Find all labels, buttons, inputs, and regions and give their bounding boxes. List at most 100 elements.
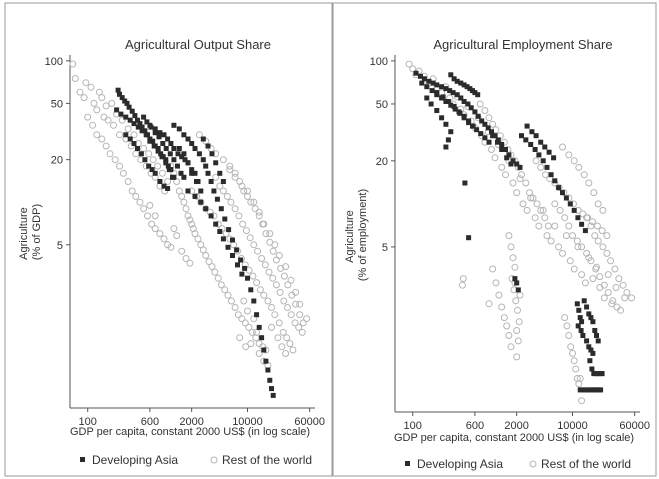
left-point-rest-of-world bbox=[130, 131, 138, 139]
right-point-developing-asia bbox=[579, 221, 585, 227]
left-point-rest-of-world bbox=[197, 198, 205, 206]
right-point-developing-asia bbox=[533, 133, 539, 139]
right-chart-title: Agricultural Employment Share bbox=[433, 37, 612, 52]
right-point-rest-of-world bbox=[615, 275, 623, 283]
right-point-developing-asia bbox=[548, 172, 554, 178]
right-point-rest-of-world bbox=[611, 265, 619, 273]
left-point-rest-of-world bbox=[224, 291, 232, 299]
left-point-rest-of-world bbox=[289, 346, 297, 354]
left-point-developing-asia bbox=[152, 130, 158, 136]
right-point-developing-asia bbox=[465, 101, 471, 107]
left-point-rest-of-world bbox=[124, 178, 132, 185]
left-point-rest-of-world bbox=[250, 241, 258, 249]
left-point-developing-asia bbox=[135, 117, 140, 123]
left-point-rest-of-world bbox=[211, 268, 219, 276]
right-point-rest-of-world bbox=[613, 303, 621, 311]
left-point-developing-asia bbox=[198, 188, 204, 194]
left-point-developing-asia bbox=[242, 265, 248, 271]
right-point-rest-of-world bbox=[561, 314, 569, 322]
left-point-developing-asia bbox=[159, 154, 165, 160]
right-point-developing-asia bbox=[418, 73, 423, 79]
right-point-developing-asia bbox=[464, 84, 470, 90]
right-point-rest-of-world bbox=[567, 343, 575, 351]
left-point-developing-asia bbox=[165, 163, 171, 169]
right-point-developing-asia bbox=[451, 104, 457, 109]
right-point-developing-asia bbox=[536, 152, 542, 158]
right-point-rest-of-world bbox=[579, 210, 587, 218]
left-point-rest-of-world bbox=[260, 220, 268, 228]
right-point-developing-asia bbox=[588, 315, 594, 321]
right-point-rest-of-world bbox=[547, 237, 555, 245]
left-point-developing-asia bbox=[155, 148, 161, 154]
left-point-developing-asia bbox=[141, 114, 147, 120]
right-point-developing-asia bbox=[598, 387, 604, 393]
left-point-rest-of-world bbox=[248, 328, 256, 336]
left-point-rest-of-world bbox=[242, 227, 250, 235]
right-point-rest-of-world bbox=[593, 222, 601, 230]
right-point-rest-of-world bbox=[581, 279, 589, 287]
left-point-rest-of-world bbox=[118, 116, 126, 124]
left-point-developing-asia bbox=[230, 237, 235, 243]
left-point-developing-asia bbox=[124, 100, 130, 106]
right-point-rest-of-world bbox=[603, 249, 611, 257]
left-point-rest-of-world bbox=[227, 198, 235, 206]
right-y-tick-label: 100 bbox=[370, 56, 388, 68]
right-point-developing-asia bbox=[478, 131, 484, 137]
right-point-rest-of-world bbox=[541, 214, 549, 222]
left-point-developing-asia bbox=[185, 136, 191, 142]
left-point-rest-of-world bbox=[269, 247, 277, 255]
right-point-rest-of-world bbox=[585, 179, 593, 187]
right-point-developing-asia bbox=[440, 94, 446, 100]
left-point-developing-asia bbox=[194, 179, 199, 184]
left-legend-asia-label: Developing Asia bbox=[92, 453, 178, 467]
left-point-rest-of-world bbox=[212, 173, 220, 181]
chart-right: Agricultural Employment Share GDP per ca… bbox=[332, 2, 657, 477]
right-point-rest-of-world bbox=[556, 206, 564, 214]
left-point-rest-of-world bbox=[231, 173, 239, 181]
left-point-rest-of-world bbox=[255, 212, 263, 220]
right-point-rest-of-world bbox=[587, 257, 595, 265]
left-point-developing-asia bbox=[166, 167, 172, 173]
left-point-developing-asia bbox=[146, 163, 152, 169]
right-point-developing-asia bbox=[580, 333, 586, 338]
left-point-developing-asia bbox=[161, 132, 167, 138]
left-point-rest-of-world bbox=[296, 311, 304, 319]
right-point-developing-asia bbox=[551, 155, 557, 161]
left-point-rest-of-world bbox=[186, 259, 194, 267]
right-point-rest-of-world bbox=[485, 300, 493, 308]
left-point-rest-of-world bbox=[271, 241, 279, 249]
right-point-rest-of-world bbox=[596, 273, 604, 281]
left-point-rest-of-world bbox=[245, 323, 253, 331]
left-point-rest-of-world bbox=[195, 131, 203, 139]
right-point-developing-asia bbox=[443, 144, 449, 150]
left-point-developing-asia bbox=[139, 124, 145, 130]
right-x-tick-label: 60000 bbox=[619, 420, 650, 432]
left-legend-asia-marker bbox=[80, 457, 85, 462]
left-point-developing-asia bbox=[269, 386, 274, 392]
right-point-developing-asia bbox=[540, 158, 546, 164]
left-point-rest-of-world bbox=[167, 243, 175, 251]
left-point-developing-asia bbox=[234, 247, 240, 253]
left-point-developing-asia bbox=[192, 146, 198, 151]
left-chart-frame bbox=[4, 2, 333, 477]
left-point-developing-asia bbox=[176, 126, 182, 132]
right-point-rest-of-world bbox=[600, 294, 608, 302]
left-point-developing-asia bbox=[270, 392, 276, 398]
right-point-developing-asia bbox=[472, 90, 478, 96]
left-point-rest-of-world bbox=[238, 315, 246, 323]
right-legend-asia-label: Developing Asia bbox=[417, 457, 503, 471]
right-point-developing-asia bbox=[542, 144, 548, 150]
right-x-tick-label: 10000 bbox=[557, 420, 588, 432]
left-point-developing-asia bbox=[137, 121, 143, 127]
left-point-rest-of-world bbox=[253, 279, 261, 287]
right-point-rest-of-world bbox=[589, 275, 597, 283]
right-y-axis-label: Agriculture (% of employment) bbox=[344, 189, 369, 281]
left-point-rest-of-world bbox=[104, 116, 112, 124]
left-point-rest-of-world bbox=[194, 235, 202, 243]
left-point-developing-asia bbox=[171, 157, 177, 163]
right-point-rest-of-world bbox=[598, 227, 606, 235]
right-legend-rest-label: Rest of the world bbox=[541, 457, 631, 471]
left-point-developing-asia bbox=[161, 183, 167, 189]
left-point-rest-of-world bbox=[234, 311, 242, 319]
right-point-rest-of-world bbox=[507, 343, 515, 351]
